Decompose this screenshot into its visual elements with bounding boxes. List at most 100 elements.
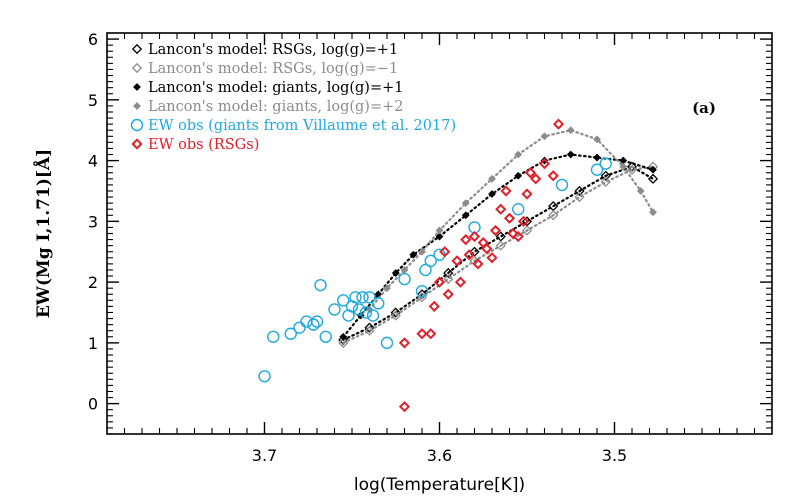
data-point: [398, 272, 411, 286]
data-point: [566, 150, 575, 159]
data-point: [600, 176, 611, 187]
data-point: [319, 330, 332, 343]
data-point: [524, 167, 537, 179]
data-point: [626, 164, 638, 175]
legend-entry-2: Lancon's model: RSGs, log(g)=−1: [131, 61, 398, 77]
data-point: [461, 211, 470, 220]
data-point: [372, 297, 385, 310]
data-point: [293, 321, 306, 334]
series-line: [342, 165, 655, 344]
data-point: [521, 188, 533, 200]
data-point: [461, 199, 470, 208]
data-point: [647, 173, 659, 184]
data-point: [359, 306, 373, 319]
legend-label: Lancon's model: RSGs, log(g)=+1: [148, 42, 398, 58]
data-point: [517, 215, 530, 227]
data-point: [514, 171, 523, 180]
legend-label: Lancon's model: giants, log(g)=+1: [148, 80, 403, 96]
data-point: [481, 243, 493, 255]
data-point: [439, 246, 451, 258]
data-point: [390, 310, 401, 321]
data-point: [435, 232, 444, 241]
data-point: [419, 263, 432, 277]
x-tick-label: 3.5: [602, 446, 627, 465]
legend-label: Lancon's model: RSGs, log(g)=−1: [148, 61, 398, 77]
data-point: [443, 267, 454, 279]
data-point: [328, 303, 341, 316]
data-point: [339, 332, 348, 341]
data-point: [390, 307, 401, 318]
data-point: [451, 255, 463, 267]
data-point: [363, 291, 376, 304]
data-point: [366, 309, 380, 322]
y-tick-label: 1: [88, 334, 98, 353]
series-6: [398, 118, 565, 413]
data-point: [424, 254, 437, 268]
data-point: [391, 269, 400, 277]
x-tick-label: 3.7: [252, 446, 277, 465]
legend: Lancon's model: RSGs, log(g)=+1 Lancon's …: [130, 42, 456, 153]
y-axis-title: EW(Mg I,1.71)[Å]: [32, 149, 54, 318]
data-point: [398, 337, 411, 349]
series-line: [368, 129, 655, 311]
data-point: [442, 288, 454, 300]
x-tick-label: 3.6: [427, 446, 452, 465]
data-point: [433, 276, 446, 288]
x-axis-title: log(Temperature[K]): [354, 475, 525, 495]
legend-entry-6: EW obs (RSGs): [131, 137, 259, 153]
data-point: [489, 224, 502, 237]
data-point: [590, 163, 604, 176]
data-point: [649, 208, 657, 217]
series-2: [338, 161, 659, 348]
legend-marker: [131, 138, 143, 150]
legend-marker: [131, 43, 143, 55]
data-point: [364, 322, 375, 333]
data-point: [495, 240, 506, 251]
data-point: [454, 276, 467, 288]
series-3: [339, 150, 657, 341]
legend-marker: [130, 118, 144, 132]
legend-label: Lancon's model: giants, log(g)=+2: [148, 99, 403, 115]
data-point: [338, 334, 349, 345]
data-point: [314, 278, 327, 292]
y-tick-label: 2: [88, 273, 98, 292]
data-point: [619, 162, 628, 171]
y-tick-label: 0: [88, 395, 98, 414]
data-point: [428, 300, 440, 313]
data-point: [338, 337, 349, 348]
data-point: [514, 150, 523, 159]
data-point: [284, 327, 297, 340]
data-point: [472, 258, 484, 270]
panel-label: (a): [692, 99, 716, 117]
data-point: [486, 252, 498, 264]
legend-marker: [133, 83, 141, 91]
data-point: [443, 273, 454, 285]
data-point: [503, 212, 516, 224]
data-point: [380, 336, 394, 350]
data-point: [600, 170, 611, 181]
data-point: [416, 328, 428, 340]
data-point: [574, 185, 585, 197]
data-point: [566, 126, 575, 135]
y-tick-label: 6: [88, 30, 98, 49]
legend-entry-5: EW obs (giants from Villaume et al. 2017…: [130, 118, 456, 134]
data-point: [425, 328, 437, 340]
data-point: [468, 230, 481, 243]
data-point: [435, 226, 444, 235]
data-point: [352, 303, 366, 316]
y-tick-label: 3: [88, 212, 98, 231]
data-point: [547, 170, 559, 182]
data-point: [409, 250, 418, 259]
data-point: [488, 174, 496, 183]
data-point: [538, 158, 551, 170]
legend-entry-3: Lancon's model: giants, log(g)=+1: [133, 80, 403, 96]
data-point: [398, 401, 411, 413]
data-point: [540, 132, 549, 141]
data-point: [349, 291, 362, 304]
axes-layer: 0 1 2 3 4 5 6 3.7 3.6 3.5: [88, 30, 772, 465]
data-point: [310, 315, 324, 328]
data-point: [460, 233, 472, 246]
data-point: [463, 249, 475, 261]
legend-entry-4: Lancon's model: giants, log(g)=+2: [133, 99, 403, 115]
data-point: [574, 191, 585, 203]
